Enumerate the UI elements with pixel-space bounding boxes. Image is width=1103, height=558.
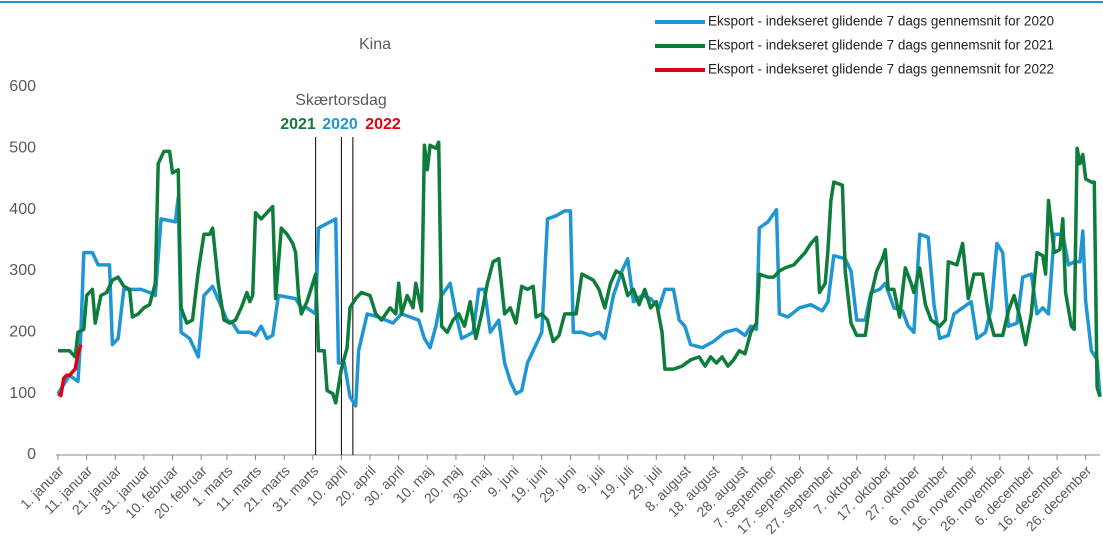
- series-line: [57, 344, 83, 398]
- series-line: [56, 195, 1102, 408]
- holiday-year: 2021: [280, 116, 316, 133]
- chart-title: Kina: [359, 36, 391, 53]
- legend-label: Eksport - indekseret glidende 7 dags gen…: [708, 38, 1054, 53]
- series-line: [58, 140, 1102, 405]
- y-tick-label: 600: [9, 78, 36, 95]
- legend-label: Eksport - indekseret glidende 7 dags gen…: [708, 14, 1054, 29]
- y-tick-label: 0: [27, 446, 36, 463]
- y-tick-label: 300: [9, 262, 36, 279]
- annotation: Skærtorsdag: [295, 92, 387, 109]
- y-tick-label: 200: [9, 324, 36, 341]
- holiday-year: 2020: [322, 116, 358, 133]
- y-tick-label: 500: [9, 140, 36, 157]
- holiday-year: 2022: [365, 116, 401, 133]
- legend-label: Eksport - indekseret glidende 7 dags gen…: [708, 62, 1054, 77]
- y-tick-label: 400: [9, 201, 36, 218]
- y-tick-label: 100: [9, 385, 36, 402]
